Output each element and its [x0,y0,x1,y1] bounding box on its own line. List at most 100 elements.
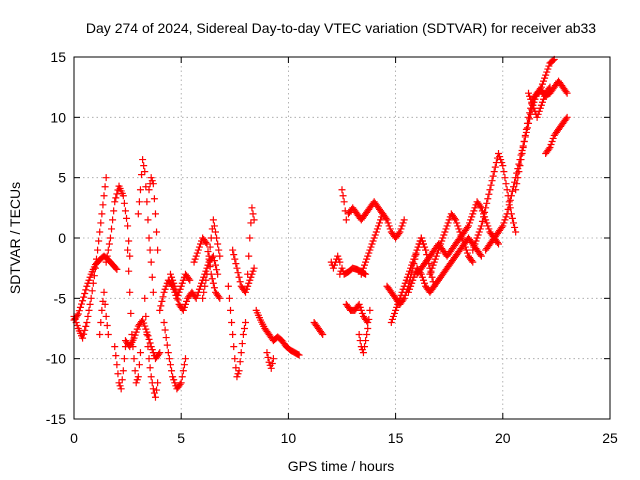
data-point [470,207,478,215]
data-point [563,89,571,97]
data-point [363,331,371,339]
data-point [409,276,417,284]
data-point [132,379,140,387]
data-point [339,192,347,200]
data-point [97,219,105,227]
data-point [235,367,243,375]
data-point [490,168,498,176]
data-point [469,258,477,266]
data-point [469,246,477,254]
series-s21 [310,318,327,339]
data-point [515,168,523,176]
data-point [412,249,420,257]
data-point [493,239,501,247]
data-point [512,186,520,194]
data-point [168,273,176,281]
data-point [177,282,185,290]
data-point [94,246,102,254]
data-point [399,285,407,293]
data-point [101,183,109,191]
data-point [232,364,240,372]
data-point [158,297,166,305]
data-point [468,213,476,221]
data-point [81,326,89,334]
series-s4 [102,182,134,266]
data-point [473,234,481,242]
data-point [544,65,552,73]
data-point [181,355,189,363]
data-point [168,367,176,375]
data-point [265,358,273,366]
data-point [80,293,88,301]
series-s8 [134,156,157,296]
data-point [500,219,508,227]
data-point [228,318,236,326]
data-point [471,240,479,248]
data-point [501,216,509,224]
data-point [112,264,120,272]
data-point [114,370,122,378]
data-point [472,237,480,245]
data-point [365,249,373,257]
data-point [192,252,200,260]
data-point [171,379,179,387]
data-point [451,214,459,222]
data-point [156,349,164,357]
data-point [463,223,471,231]
data-point [83,282,91,290]
data-point [185,275,193,283]
data-point [193,249,201,257]
data-point [399,296,407,304]
data-point [463,249,471,257]
data-point [501,174,509,182]
data-point [166,270,174,278]
y-tick-label: 15 [50,49,66,65]
data-point [150,195,158,203]
data-point [418,273,426,281]
data-point [526,92,534,100]
series-s11 [156,270,194,314]
data-point [417,234,425,242]
data-point [135,198,143,206]
data-point [419,276,427,284]
data-point [102,258,110,266]
data-point [160,288,168,296]
series-s28 [357,210,408,278]
data-point [210,257,218,265]
data-point [216,252,224,260]
series-s19 [252,306,303,359]
data-point [133,325,141,333]
data-point [142,312,150,320]
data-point [115,379,123,387]
data-point [111,198,119,206]
data-point [485,225,493,233]
data-point [372,228,380,236]
data-point [484,222,492,230]
data-point [194,246,202,254]
data-point [457,231,465,239]
data-point [200,288,208,296]
series-s38 [542,113,571,158]
data-point [357,270,365,278]
x-tick-label: 20 [495,430,511,446]
data-point [523,119,531,127]
data-point [192,294,200,302]
data-point [202,239,210,247]
data-point [438,237,446,245]
series-s30 [387,234,438,326]
data-point [294,350,302,358]
data-point [73,321,81,329]
data-point [511,223,519,231]
data-point [512,228,520,236]
data-point [295,351,303,359]
data-point [142,183,150,191]
series-s3 [96,288,112,339]
data-point [395,229,403,237]
data-point [130,334,138,342]
data-point [170,279,178,287]
data-point [243,285,251,293]
data-point [359,349,367,357]
data-point [146,364,154,372]
data-point [149,180,157,188]
data-point [145,234,153,242]
